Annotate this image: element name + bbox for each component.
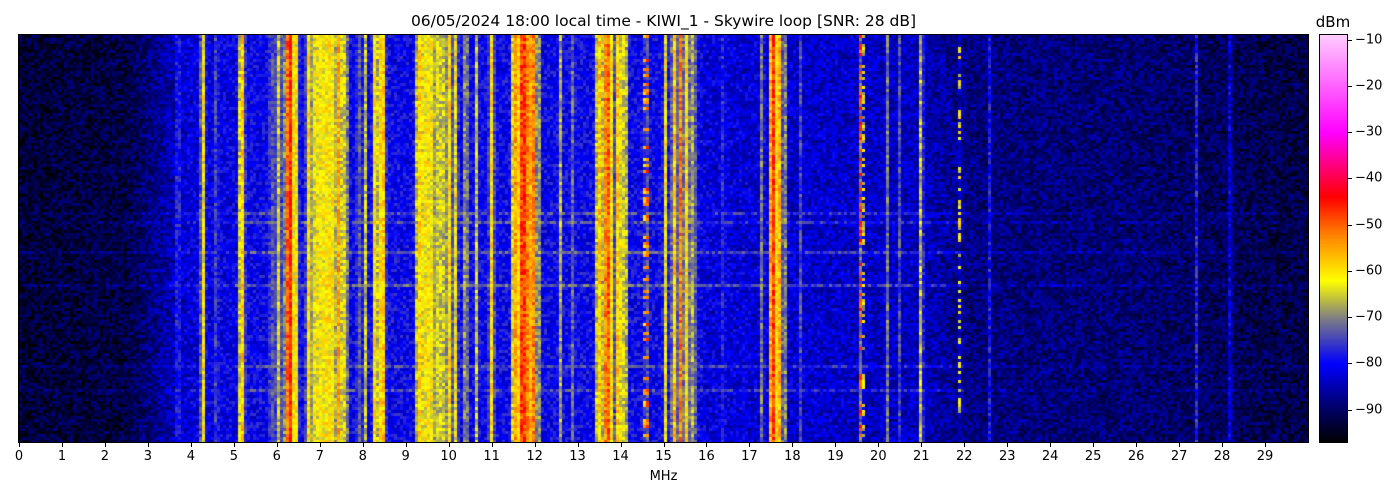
x-tick-label: 4 — [186, 449, 195, 464]
x-tick-label: 9 — [401, 449, 410, 464]
colorbar-tick-label: −50 — [1355, 217, 1383, 233]
x-tick-label: 27 — [1170, 449, 1188, 464]
x-tick-mark — [1179, 442, 1181, 447]
x-tick-label: 5 — [229, 449, 238, 464]
x-tick-label: 24 — [1041, 449, 1059, 464]
chart-title: 06/05/2024 18:00 local time - KIWI_1 - S… — [410, 12, 917, 30]
x-tick-mark — [405, 442, 407, 447]
x-tick-label: 25 — [1084, 449, 1102, 464]
colorbar-tick-mark — [1347, 317, 1352, 319]
x-tick-mark — [1093, 442, 1095, 447]
colorbar-tick-mark — [1347, 363, 1352, 365]
x-tick-mark — [233, 442, 235, 447]
x-tick-label: 21 — [913, 449, 930, 464]
x-tick-mark — [1222, 442, 1224, 447]
colorbar-tick-label: −40 — [1355, 170, 1383, 186]
colorbar-tick-label: −10 — [1355, 32, 1383, 48]
colorbar-label: dBm — [1315, 13, 1351, 31]
colorbar-axis: −10 −20 −30 −40 −50 −60 −70 −80 −90 — [1347, 32, 1397, 442]
x-tick-mark — [1050, 442, 1052, 447]
x-tick-mark — [878, 442, 880, 447]
colorbar-tick-mark — [1347, 178, 1352, 180]
colorbar-tick-mark — [1347, 409, 1352, 411]
x-axis: 0 1 2 3 4 5 6 7 8 9 10 11 12 13 14 15 16 17 18 19 20 21 22 23 24… — [15, 442, 1308, 472]
colorbar-tick-mark — [1347, 270, 1352, 272]
colorbar — [1319, 34, 1348, 443]
x-tick-mark — [362, 442, 364, 447]
x-tick-mark — [61, 442, 63, 447]
colorbar-tick-label: −30 — [1355, 124, 1383, 140]
colorbar-tick-mark — [1347, 224, 1352, 226]
x-tick-mark — [534, 442, 536, 447]
x-tick-label: 14 — [612, 449, 629, 464]
x-tick-mark — [1136, 442, 1138, 447]
x-tick-label: 29 — [1256, 449, 1274, 464]
x-tick-mark — [706, 442, 708, 447]
colorbar-tick-label: −80 — [1355, 355, 1383, 371]
x-tick-mark — [147, 442, 149, 447]
x-tick-label: 26 — [1127, 449, 1145, 464]
x-tick-label: 16 — [698, 449, 715, 464]
colorbar-tick-mark — [1347, 132, 1352, 134]
x-tick-mark — [1007, 442, 1009, 447]
x-tick-mark — [964, 442, 966, 447]
x-tick-mark — [1265, 442, 1267, 447]
x-tick-label: 23 — [998, 449, 1016, 464]
spectrogram-heatmap — [19, 35, 1308, 442]
x-tick-mark — [276, 442, 278, 447]
x-tick-mark — [491, 442, 493, 447]
x-tick-label: 17 — [741, 449, 758, 464]
x-tick-label: 19 — [827, 449, 844, 464]
x-tick-label: 22 — [955, 449, 973, 464]
x-tick-label: 8 — [358, 449, 367, 464]
colorbar-tick-label: −20 — [1355, 78, 1383, 94]
x-tick-label: 2 — [100, 449, 110, 464]
x-tick-label: 11 — [483, 449, 500, 464]
spectrogram-plot — [18, 34, 1309, 443]
x-tick-label: 10 — [440, 449, 457, 464]
x-tick-label: 28 — [1213, 449, 1231, 464]
x-tick-label: 1 — [57, 449, 67, 464]
x-tick-mark — [749, 442, 751, 447]
x-tick-label: 0 — [14, 449, 24, 464]
x-tick-label: 15 — [655, 449, 672, 464]
x-tick-mark — [577, 442, 579, 447]
x-tick-label: 7 — [315, 449, 324, 464]
colorbar-tick-mark — [1347, 39, 1352, 41]
colorbar-tick-label: −70 — [1355, 309, 1383, 325]
colorbar-tick-label: −90 — [1355, 402, 1383, 418]
x-tick-label: 13 — [569, 449, 586, 464]
x-tick-mark — [190, 442, 192, 447]
x-tick-mark — [663, 442, 665, 447]
x-tick-label: 12 — [526, 449, 543, 464]
colorbar-tick-mark — [1347, 85, 1352, 87]
x-tick-label: 6 — [272, 449, 281, 464]
x-tick-mark — [620, 442, 622, 447]
x-tick-label: 18 — [784, 449, 801, 464]
x-axis-label: MHz — [649, 469, 678, 484]
x-tick-mark — [104, 442, 106, 447]
x-tick-mark — [448, 442, 450, 447]
x-tick-mark — [921, 442, 923, 447]
x-tick-mark — [319, 442, 321, 447]
x-tick-label: 20 — [870, 449, 887, 464]
x-tick-label: 3 — [143, 449, 153, 464]
x-tick-mark — [792, 442, 794, 447]
x-tick-mark — [835, 442, 837, 447]
colorbar-gradient — [1320, 35, 1347, 442]
colorbar-tick-label: −60 — [1355, 263, 1383, 279]
x-tick-mark — [19, 442, 20, 447]
